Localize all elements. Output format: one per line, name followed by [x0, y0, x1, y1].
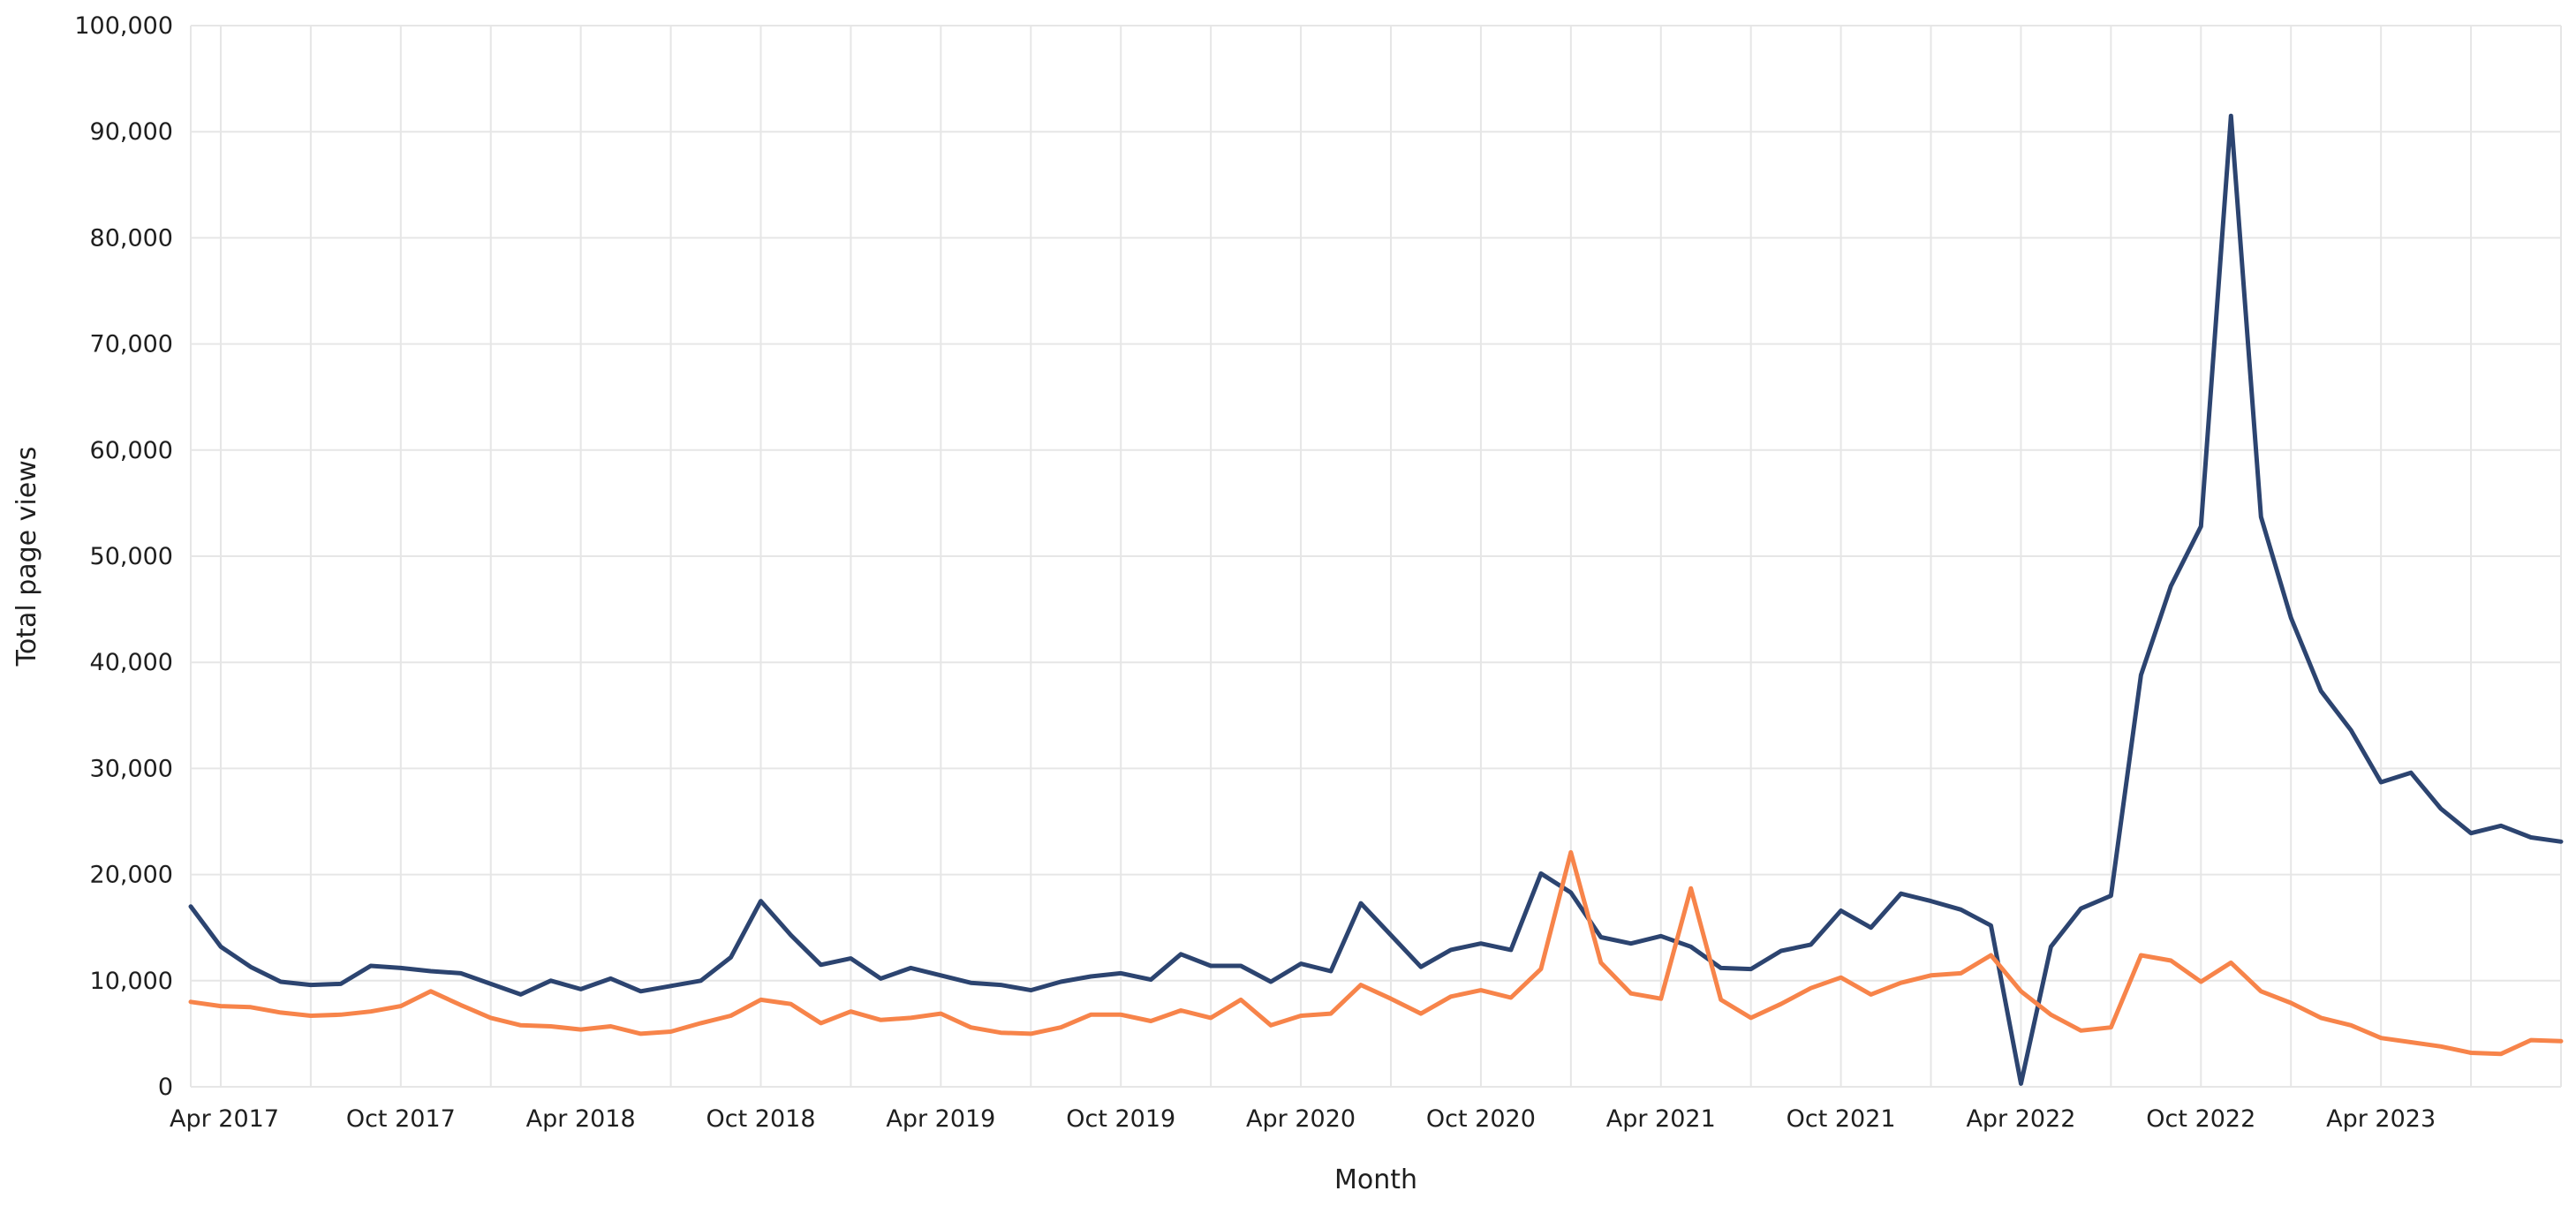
series-line-1 — [188, 113, 2564, 1086]
y-tick-label: 100,000 — [74, 12, 173, 40]
x-tick-label: Apr 2023 — [2326, 1105, 2436, 1133]
x-axis-ticks: Apr 2017 Oct 2017 Apr 2018 Oct 2018 Apr 2019… — [170, 1105, 2436, 1133]
horizontal-gridlines — [191, 25, 2561, 1088]
x-tick-label: Apr 2022 — [1966, 1105, 2075, 1133]
y-tick-label: 20,000 — [90, 862, 173, 889]
y-tick-label: 0 — [158, 1074, 173, 1101]
y-tick-label: 10,000 — [90, 968, 173, 995]
series-lines — [188, 113, 2564, 1086]
x-tick-label: Oct 2021 — [1787, 1105, 1896, 1133]
x-tick-label: Oct 2019 — [1066, 1105, 1175, 1133]
x-tick-label: Oct 2018 — [706, 1105, 816, 1133]
y-tick-label: 70,000 — [90, 331, 173, 358]
y-tick-label: 90,000 — [90, 118, 173, 146]
y-tick-label: 80,000 — [90, 224, 173, 252]
x-tick-label: Apr 2018 — [526, 1105, 636, 1133]
x-tick-label: Oct 2020 — [1426, 1105, 1536, 1133]
y-tick-label: 50,000 — [90, 543, 173, 570]
x-tick-label: Apr 2021 — [1606, 1105, 1716, 1133]
x-tick-label: Apr 2017 — [170, 1105, 279, 1133]
y-axis-title: Total page views — [11, 447, 42, 667]
x-axis-title: Month — [1334, 1165, 1417, 1195]
y-tick-label: 30,000 — [90, 755, 173, 782]
x-tick-label: Apr 2020 — [1246, 1105, 1356, 1133]
y-tick-label: 40,000 — [90, 649, 173, 676]
series-line-2 — [188, 849, 2564, 1057]
x-tick-label: Apr 2019 — [886, 1105, 995, 1133]
y-axis-ticks: 0 10,000 20,000 30,000 40,000 50,000 60,000 70,… — [74, 12, 173, 1101]
x-tick-label: Oct 2022 — [2146, 1105, 2255, 1133]
x-tick-label: Oct 2017 — [346, 1105, 456, 1133]
y-tick-label: 60,000 — [90, 437, 173, 464]
